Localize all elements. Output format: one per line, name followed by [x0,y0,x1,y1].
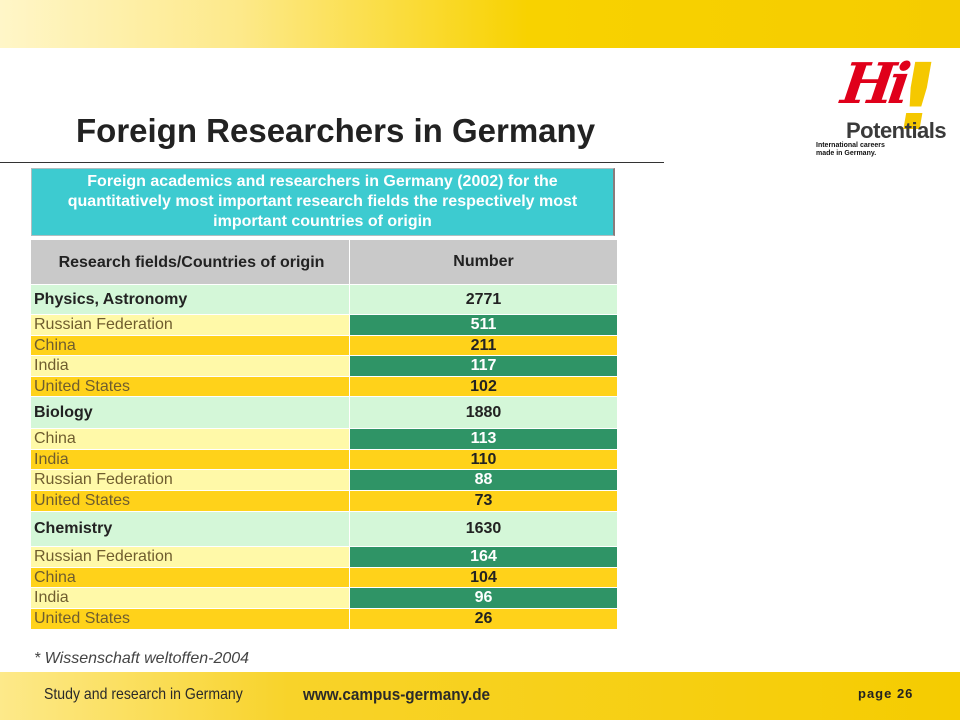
table-row: Russian Federation 88 [31,470,617,491]
country-value: 102 [350,377,617,397]
table-row: China 113 [31,429,617,450]
hi-potentials-logo: ! Hi Potentials International careers ma… [812,44,947,162]
country-label: China [31,336,350,356]
title-divider [0,162,664,163]
footer-url-link[interactable]: www.campus-germany.de [303,685,491,704]
table-row: Russian Federation 511 [31,315,617,336]
country-label: Russian Federation [31,315,350,336]
field-value: 2771 [350,285,617,315]
country-label: China [31,429,350,450]
table-row: India 117 [31,356,617,377]
source-footnote: * Wissenschaft weltoffen-2004 [34,650,250,667]
country-value: 117 [350,356,617,377]
table-row: United States 26 [31,609,617,630]
footer-tagline: Study and research in Germany [44,686,243,703]
bottom-yellow-band [0,672,960,720]
field-value: 1630 [350,512,617,547]
field-label: Physics, Astronomy [31,285,350,315]
country-label: India [31,356,350,377]
country-value: 113 [350,429,617,450]
country-label: United States [31,377,350,397]
country-label: Russian Federation [31,470,350,491]
country-value: 73 [350,491,617,512]
table-row-field: Biology 1880 [31,397,617,429]
field-label: Biology [31,397,350,429]
country-value: 164 [350,547,617,568]
country-label: India [31,588,350,609]
field-label: Chemistry [31,512,350,547]
header-fields-countries: Research fields/Countries of origin [31,240,350,285]
header-number: Number [350,240,617,285]
page-number: page 26 [858,686,914,701]
logo-tagline: International careers made in Germany. [816,142,885,157]
logo-potentials-text: Potentials [846,118,947,143]
country-value: 211 [350,336,617,356]
country-value: 88 [350,470,617,491]
country-value: 104 [350,568,617,588]
country-value: 96 [350,588,617,609]
table-row: India 96 [31,588,617,609]
country-label: India [31,450,350,470]
country-label: Russian Federation [31,547,350,568]
logo-hi-text: Hi [837,51,909,117]
table-row-field: Chemistry 1630 [31,512,617,547]
country-label: China [31,568,350,588]
table-caption: Foreign academics and researchers in Ger… [31,168,615,236]
country-value: 26 [350,609,617,630]
slide-title: Foreign Researchers in Germany [76,112,596,149]
table-row: Russian Federation 164 [31,547,617,568]
top-yellow-band [0,0,960,48]
table-row: India 110 [31,450,617,470]
country-value: 511 [350,315,617,336]
table-header-row: Research fields/Countries of origin Numb… [31,240,617,285]
country-label: United States [31,491,350,512]
country-label: United States [31,609,350,630]
country-value: 110 [350,450,617,470]
table-row: China 211 [31,336,617,356]
field-value: 1880 [350,397,617,429]
table-row: United States 73 [31,491,617,512]
table-row-field: Physics, Astronomy 2771 [31,285,617,315]
table-row: China 104 [31,568,617,588]
table-row: United States 102 [31,377,617,397]
